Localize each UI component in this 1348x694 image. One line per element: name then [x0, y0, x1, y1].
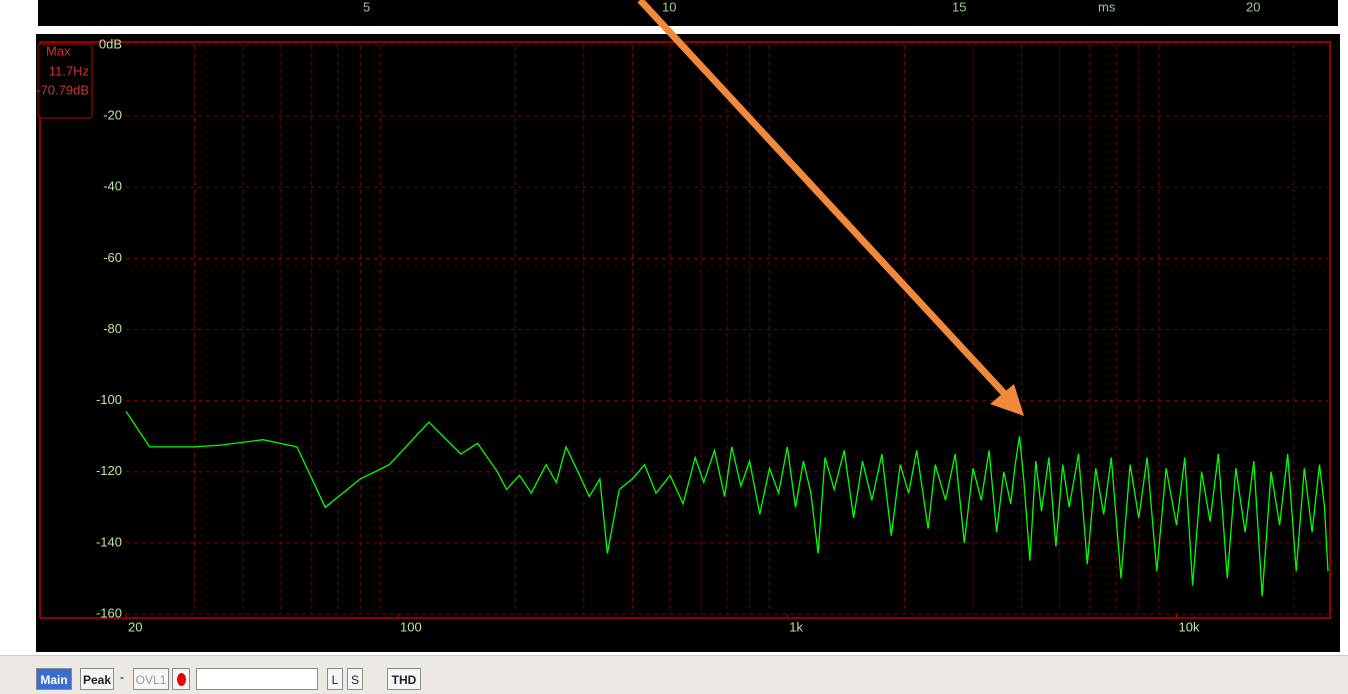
time-strip [38, 0, 1338, 26]
toolbar: Main Peak - OVL1 L S THD [0, 655, 1348, 694]
y-tick-label: -60 [103, 250, 122, 265]
text-input[interactable] [196, 668, 318, 690]
time-label: 10 [662, 0, 676, 14]
y-tick-label: -20 [103, 108, 122, 123]
readout-title: Max [46, 43, 71, 58]
x-tick-label: 100 [400, 619, 422, 634]
x-tick-label: 10k [1179, 619, 1200, 634]
main-tab[interactable]: Main [36, 668, 72, 690]
readout-box [37, 43, 93, 119]
time-label: ms [1098, 0, 1116, 14]
x-tick-label: 20 [128, 619, 142, 634]
thd-button[interactable]: THD [387, 668, 421, 690]
analyzer: 5 10 15 ms 20 Max 11.7Hz -70.79dB 0dB -20… [36, 0, 1340, 652]
s-button[interactable]: S [347, 668, 363, 690]
y-tick-label: -80 [103, 321, 122, 336]
y-tick-label: 0dB [99, 36, 122, 51]
readout-frequency: 11.7Hz [49, 63, 89, 78]
y-tick-label: -120 [96, 463, 122, 478]
arrow-head [990, 384, 1024, 416]
y-tick-label: -40 [103, 179, 122, 194]
y-tick-label: -140 [96, 534, 122, 549]
annotation-arrow [637, 0, 1017, 407]
readout-level: -70.79dB [36, 82, 89, 97]
record-button[interactable] [172, 668, 190, 690]
x-tick-label: 1k [789, 619, 803, 634]
divider [38, 26, 1338, 29]
left-button[interactable]: L [327, 668, 343, 690]
ovl-indicator: OVL1 [133, 668, 169, 690]
time-label: 5 [363, 0, 370, 14]
time-label: 20 [1246, 0, 1260, 14]
spectrum-line [125, 410, 1329, 597]
separator: - [120, 670, 124, 684]
y-tick-label: -160 [96, 605, 122, 620]
peak-button[interactable]: Peak [80, 668, 114, 690]
plot-panel [36, 34, 1340, 652]
y-tick-label: -100 [96, 392, 122, 407]
plot-frame [39, 41, 1331, 619]
time-label: 15 [952, 0, 966, 14]
